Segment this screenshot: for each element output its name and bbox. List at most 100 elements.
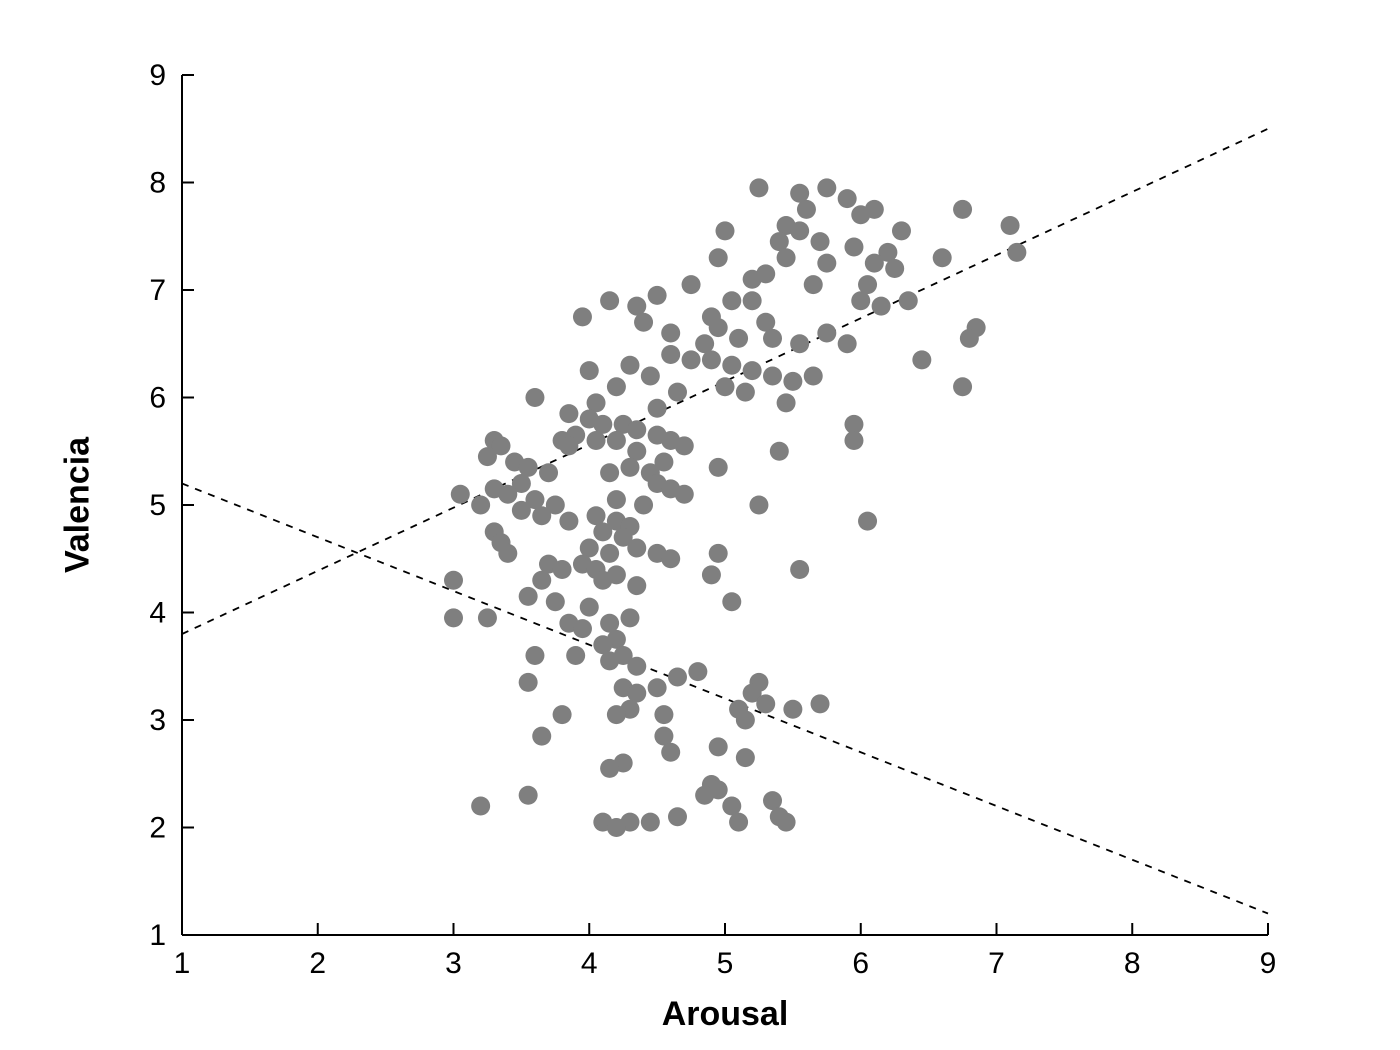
data-point: [953, 199, 973, 219]
data-point: [586, 393, 606, 413]
data-point: [1000, 216, 1020, 235]
data-point: [444, 608, 463, 628]
data-point: [593, 570, 613, 590]
data-point: [491, 436, 511, 456]
data-point: [803, 366, 823, 386]
data-point: [444, 570, 463, 590]
data-point: [600, 758, 620, 778]
data-point: [579, 597, 599, 617]
data-point: [708, 543, 728, 563]
data-point: [627, 420, 647, 440]
data-point: [559, 436, 579, 456]
data-point: [566, 646, 586, 665]
data-point: [620, 355, 640, 375]
x-tick-label: 4: [581, 947, 598, 980]
data-point: [572, 307, 592, 327]
data-point: [695, 785, 715, 805]
x-tick-label: 5: [717, 947, 734, 980]
data-point: [627, 538, 647, 558]
data-point: [627, 296, 647, 316]
data-point: [681, 350, 701, 370]
data-point: [742, 291, 762, 311]
data-point: [790, 183, 810, 203]
data-point: [783, 699, 803, 719]
data-point: [518, 586, 538, 606]
data-point: [600, 651, 620, 671]
data-point: [627, 441, 647, 461]
data-point: [593, 414, 613, 434]
data-point: [776, 248, 796, 268]
data-point: [817, 323, 837, 343]
data-point: [525, 388, 545, 407]
data-point: [600, 613, 620, 633]
data-point: [511, 500, 531, 520]
data-point: [654, 726, 674, 746]
data-point: [932, 248, 952, 268]
data-point: [532, 570, 552, 590]
data-point: [586, 506, 606, 526]
data-point: [559, 511, 579, 531]
data-point: [722, 592, 742, 612]
data-point: [600, 291, 620, 311]
y-tick-label: 8: [149, 167, 166, 200]
data-point: [878, 242, 898, 262]
data-point: [864, 199, 884, 219]
data-point: [674, 484, 694, 504]
y-tick-label: 3: [149, 704, 166, 737]
y-tick-label: 5: [149, 489, 166, 522]
data-point: [844, 414, 864, 434]
data-point: [593, 635, 613, 655]
data-point: [708, 248, 728, 268]
data-point: [708, 737, 728, 757]
y-tick-label: 1: [149, 919, 166, 952]
data-point: [885, 259, 905, 278]
data-point: [1007, 242, 1027, 262]
data-point: [769, 232, 789, 252]
data-point: [471, 796, 491, 816]
data-point: [742, 683, 762, 703]
y-axis-label: Valencia: [58, 436, 97, 574]
data-point: [600, 463, 620, 483]
data-point: [545, 592, 565, 612]
data-point: [552, 560, 572, 579]
data-point: [667, 807, 687, 827]
data-point: [525, 646, 545, 665]
data-point: [600, 543, 620, 563]
data-point: [844, 431, 864, 450]
data-point: [776, 812, 796, 832]
x-tick-label: 9: [1260, 947, 1277, 980]
data-point: [552, 705, 572, 725]
data-point: [471, 495, 491, 515]
x-tick-label: 7: [988, 947, 1005, 980]
data-point: [912, 350, 932, 370]
y-tick-label: 9: [149, 59, 166, 92]
data-point: [450, 484, 470, 504]
data-point: [627, 576, 647, 596]
y-tick-label: 6: [149, 382, 166, 415]
data-point: [627, 656, 647, 676]
data-point: [864, 253, 884, 273]
data-point: [572, 619, 592, 639]
data-point: [498, 543, 518, 563]
data-point: [763, 791, 783, 811]
data-point: [756, 312, 776, 332]
data-point: [742, 269, 762, 289]
data-point: [817, 253, 837, 273]
data-point: [953, 377, 973, 397]
data-point: [735, 748, 755, 768]
data-point: [606, 431, 626, 450]
data-point: [559, 404, 579, 424]
data-point: [606, 705, 626, 725]
data-point: [701, 565, 721, 585]
data-point: [593, 522, 613, 542]
data-point: [722, 355, 742, 375]
data-point: [477, 608, 497, 628]
data-point: [661, 549, 681, 569]
data-point: [776, 393, 796, 413]
data-point: [790, 560, 810, 579]
data-point: [586, 431, 606, 450]
data-point: [729, 812, 749, 832]
x-tick-label: 8: [1124, 947, 1141, 980]
